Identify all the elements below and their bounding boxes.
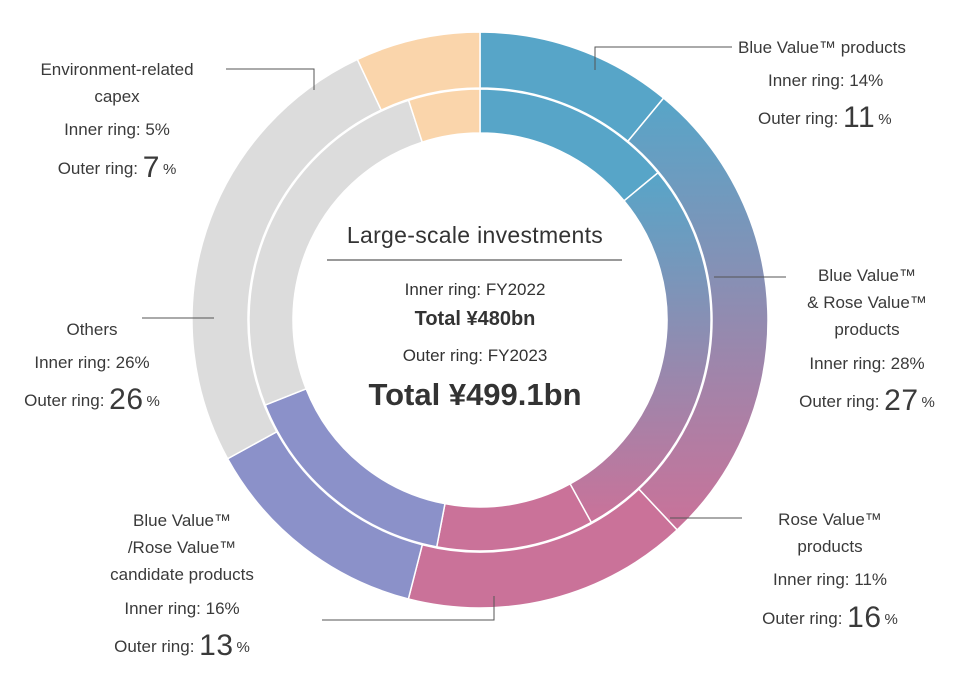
inner-ring — [248, 88, 712, 552]
label-bluerose-name-2: & Rose Value™ — [807, 293, 927, 313]
label-env-outer-value: 7 — [142, 150, 160, 184]
label-candidate-outer-prefix: Outer ring: — [114, 636, 200, 656]
label-bluerose-name-3: products — [834, 320, 900, 340]
label-env-outer-pct: % — [162, 160, 177, 178]
inner-ring-total: Total ¥480bn — [414, 308, 536, 330]
label-blue-outer-value: 11 — [843, 101, 876, 135]
label-blue: Blue Value™ products Inner ring: 14% Out… — [738, 34, 906, 142]
leader-line-blue — [594, 46, 732, 70]
label-rose-inner: Inner ring: 11% — [772, 570, 888, 590]
outer-ring-subtitle: Outer ring: FY2023 — [402, 346, 548, 365]
chart-title: Large-scale investments — [346, 222, 604, 248]
label-bluerose-outer-pct: % — [921, 393, 935, 411]
label-rose: Rose Value™ products Inner ring: 11% Out… — [740, 506, 920, 642]
label-blue-outer-prefix: Outer ring: — [758, 109, 844, 129]
label-candidate-outer-pct: % — [236, 638, 250, 656]
label-candidate-outer-value: 13 — [199, 628, 234, 662]
label-blue-outer-pct: % — [878, 111, 892, 129]
label-candidate-name-3: candidate products — [110, 565, 254, 585]
label-candidate-name-2: /Rose Value™ — [127, 538, 237, 558]
label-env-name-1: Environment-related — [40, 60, 194, 79]
label-env-inner: Inner ring: 5% — [64, 120, 170, 140]
label-candidate-inner: Inner ring: 16% — [124, 598, 240, 618]
label-env: Environment-related capex Inner ring: 5%… — [12, 56, 222, 192]
label-env-name-2: capex — [94, 87, 140, 107]
label-bluerose-outer-prefix: Outer ring: — [799, 391, 885, 411]
leader-line-env — [226, 68, 315, 90]
outer-ring-slice-env — [356, 31, 481, 112]
label-others-outer-pct: % — [146, 393, 160, 411]
label-others-outer-value: 26 — [109, 383, 144, 417]
label-bluerose-inner: Inner ring: 28% — [809, 353, 925, 373]
inner-ring-subtitle: Inner ring: FY2022 — [404, 280, 546, 299]
label-blue-name: Blue Value™ products — [738, 38, 906, 57]
label-candidate: Blue Value™ /Rose Value™ candidate produ… — [82, 507, 282, 670]
label-rose-name-1: Rose Value™ — [778, 510, 882, 529]
label-env-outer-prefix: Outer ring: — [57, 158, 143, 178]
outer-ring — [191, 31, 769, 609]
label-blue-inner: Inner ring: 14% — [768, 71, 884, 91]
label-bluerose-outer-value: 27 — [884, 383, 919, 417]
label-others-outer-prefix: Outer ring: — [24, 391, 110, 411]
label-others-name: Others — [66, 320, 118, 339]
label-bluerose: Blue Value™ & Rose Value™ products Inner… — [782, 262, 952, 425]
label-candidate-name-1: Blue Value™ — [133, 511, 231, 530]
label-rose-outer-prefix: Outer ring: — [762, 608, 848, 628]
leader-line-candidate — [322, 596, 495, 621]
label-rose-name-2: products — [797, 537, 863, 557]
label-rose-outer-pct: % — [884, 610, 898, 628]
label-bluerose-name-1: Blue Value™ — [818, 266, 916, 285]
inner-ring-slice-env — [407, 88, 481, 144]
label-others: Others Inner ring: 26% Outer ring: 26% — [2, 316, 182, 424]
leader-lines — [142, 46, 786, 621]
label-rose-outer-value: 16 — [847, 600, 882, 634]
outer-ring-total: Total ¥499.1bn — [368, 377, 582, 412]
label-others-inner: Inner ring: 26% — [34, 353, 150, 373]
